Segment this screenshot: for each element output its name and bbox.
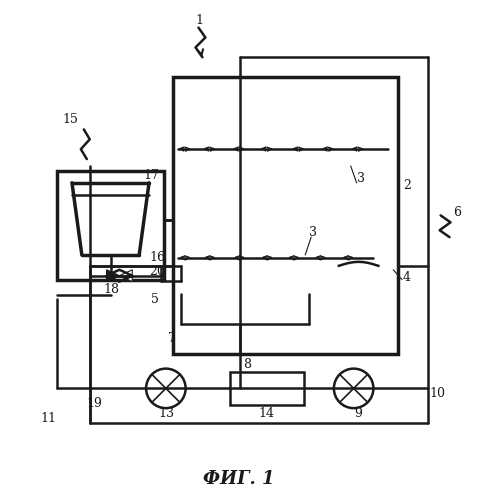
Bar bbox=[230, 372, 304, 405]
Text: 5: 5 bbox=[151, 293, 159, 306]
Text: 2: 2 bbox=[403, 180, 411, 192]
Text: 18: 18 bbox=[104, 283, 120, 296]
Text: 1: 1 bbox=[196, 14, 204, 27]
Text: 9: 9 bbox=[355, 406, 362, 420]
Text: 15: 15 bbox=[62, 113, 78, 126]
Text: ФИГ. 1: ФИГ. 1 bbox=[203, 470, 275, 488]
Bar bbox=[57, 171, 164, 280]
Text: 17: 17 bbox=[143, 170, 159, 182]
Text: 3: 3 bbox=[309, 226, 317, 238]
Text: 20: 20 bbox=[149, 265, 165, 278]
Text: 3: 3 bbox=[357, 172, 365, 186]
Text: 10: 10 bbox=[430, 387, 446, 400]
Polygon shape bbox=[107, 270, 120, 281]
Text: 7: 7 bbox=[168, 332, 176, 345]
Polygon shape bbox=[120, 270, 132, 281]
Text: 14: 14 bbox=[259, 406, 275, 420]
Bar bbox=[173, 77, 398, 354]
Text: 19: 19 bbox=[87, 396, 103, 409]
Text: 4: 4 bbox=[403, 271, 411, 284]
Text: 8: 8 bbox=[243, 358, 251, 371]
Text: 11: 11 bbox=[40, 412, 56, 424]
Text: 13: 13 bbox=[158, 406, 174, 420]
Text: 16: 16 bbox=[149, 252, 165, 264]
Text: 6: 6 bbox=[454, 206, 461, 219]
